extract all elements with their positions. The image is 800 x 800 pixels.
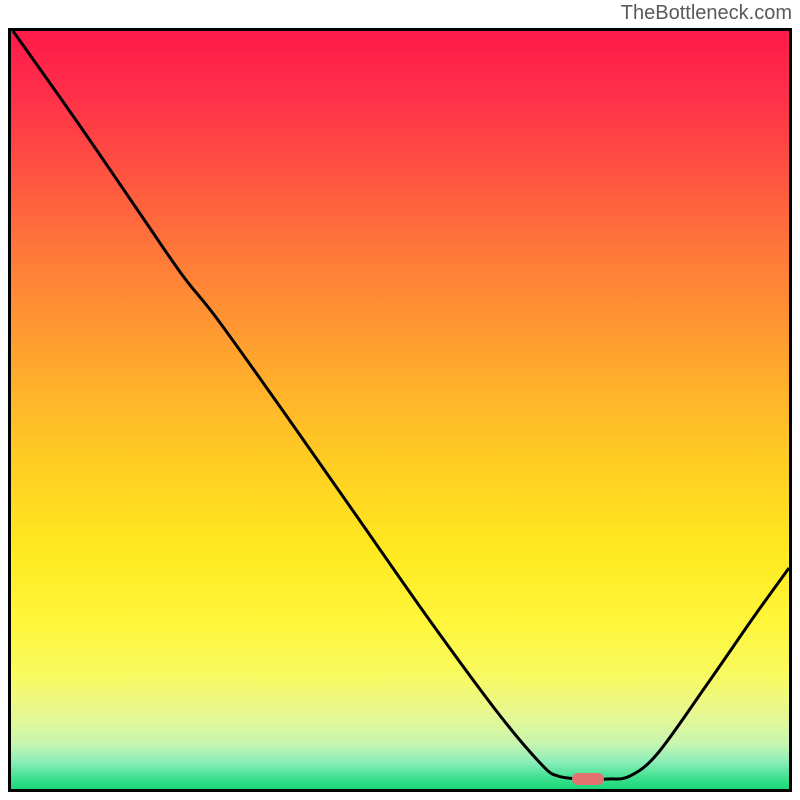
bottleneck-chart (8, 28, 792, 792)
watermark-text: TheBottleneck.com (621, 2, 792, 25)
optimal-marker (572, 773, 604, 785)
chart-curve (8, 28, 792, 792)
